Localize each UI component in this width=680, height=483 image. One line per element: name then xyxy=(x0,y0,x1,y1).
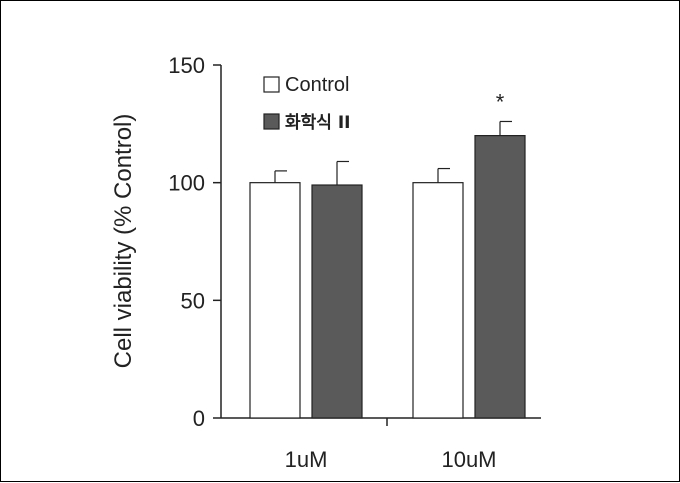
bar-compound-10uM xyxy=(474,135,526,419)
x-tick-label: 10uM xyxy=(441,447,496,472)
y-axis-title: Cell viability (% Control) xyxy=(110,114,137,369)
legend-swatch-control xyxy=(263,76,280,93)
legend-label-compound: 화학식 II xyxy=(285,113,351,133)
legend-label-control: Control xyxy=(285,74,349,96)
y-tick-label: 150 xyxy=(168,53,205,78)
x-tick-label: 1uM xyxy=(285,447,328,472)
y-tick-label: 100 xyxy=(168,171,205,196)
y-tick-label: 50 xyxy=(181,288,205,313)
chart-bars: * xyxy=(249,89,526,419)
bar-compound-1uM xyxy=(311,184,363,419)
chart-legend: Control 화학식 II xyxy=(263,74,351,133)
chart-axes: 0 50 100 150 1uM 10uM xyxy=(168,53,541,472)
bar-control-1uM xyxy=(249,182,301,419)
y-tick-label: 0 xyxy=(193,406,205,431)
bar-control-10uM xyxy=(412,182,464,419)
legend-swatch-compound xyxy=(263,113,280,130)
significance-marker: * xyxy=(496,89,505,114)
